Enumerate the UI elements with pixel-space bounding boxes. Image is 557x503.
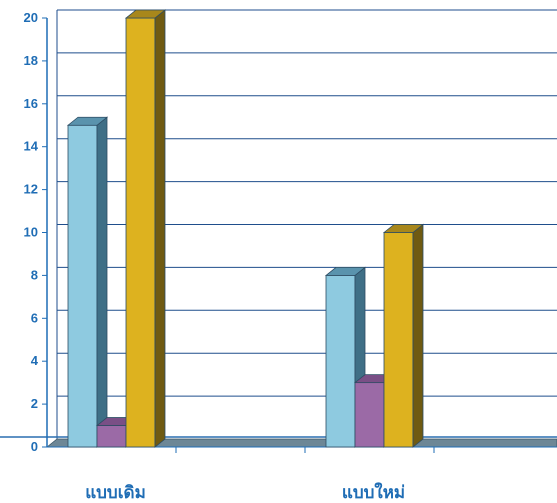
bar-top xyxy=(66,116,109,126)
bar-top xyxy=(382,224,425,233)
bar-front xyxy=(354,382,385,448)
bar-front xyxy=(325,274,356,448)
bar-top xyxy=(324,266,367,276)
bar xyxy=(66,116,109,448)
bar-side xyxy=(96,116,108,448)
bar-front xyxy=(125,17,156,448)
y-tick-label: 20 xyxy=(24,10,38,25)
y-tick-label: 0 xyxy=(31,439,38,454)
bar-front xyxy=(96,425,127,448)
y-axis: 0 2 4 6 8 10 12 14 16 18 20 xyxy=(24,10,557,454)
bar xyxy=(382,223,425,448)
bar xyxy=(124,9,167,448)
y-tick-label: 12 xyxy=(24,182,38,197)
y-tick-label: 8 xyxy=(31,267,38,282)
bars xyxy=(66,9,425,448)
bar-top xyxy=(124,9,167,19)
x-category-label: แบบใหม่ xyxy=(342,482,405,503)
bar-front xyxy=(67,124,98,448)
bar-side xyxy=(412,223,424,448)
labels: แบบเดิม แบบใหม่ xyxy=(85,482,405,503)
x-category-label: แบบเดิม xyxy=(85,483,146,503)
y-tick-label: 10 xyxy=(24,225,38,240)
bar-side xyxy=(154,9,166,448)
y-tick-label: 14 xyxy=(24,139,39,154)
y-tick-label: 16 xyxy=(24,96,38,111)
y-tick-label: 2 xyxy=(31,396,38,411)
y-tick-label: 4 xyxy=(31,353,39,368)
y-tick-label: 6 xyxy=(31,310,38,325)
bar-front xyxy=(383,232,414,448)
y-tick-label: 18 xyxy=(24,53,38,68)
